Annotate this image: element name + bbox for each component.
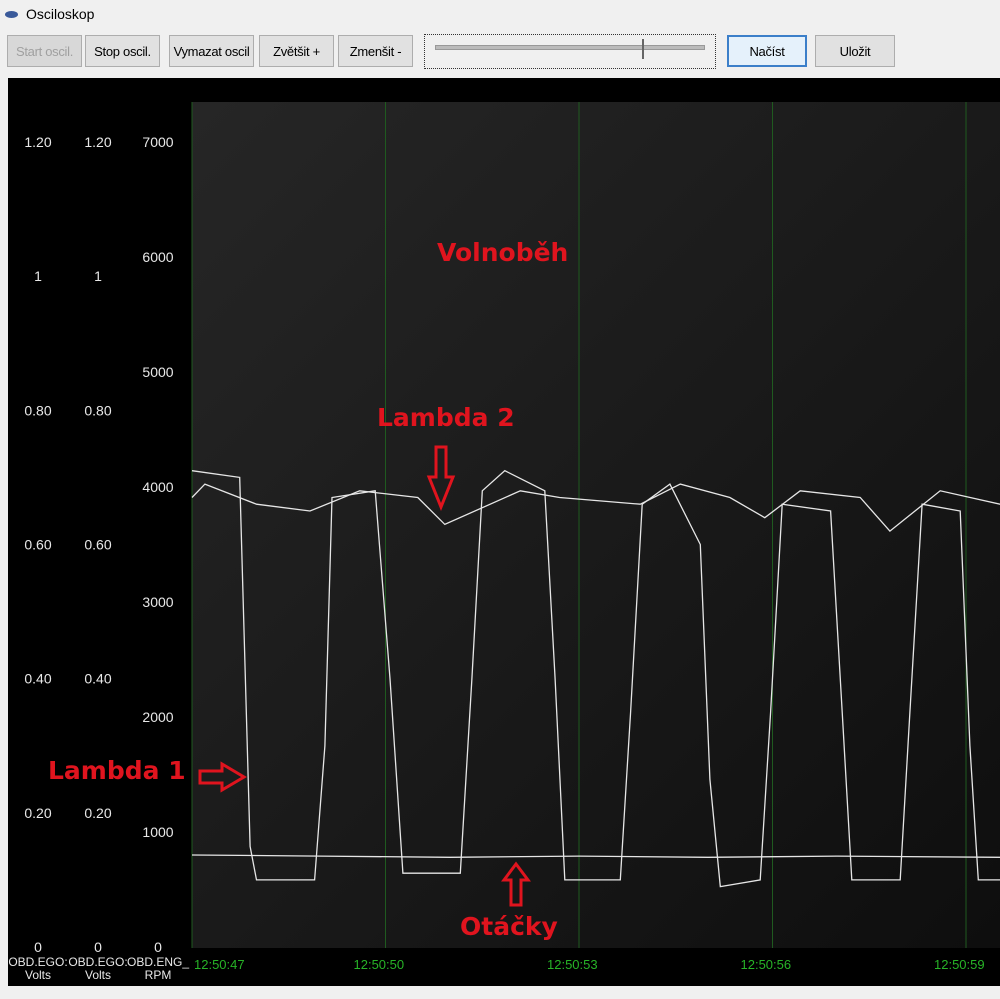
app-icon bbox=[5, 11, 18, 18]
volt-tick-label: 0.20 bbox=[24, 805, 51, 821]
time-tick-label: 12:50:59 bbox=[934, 957, 985, 972]
rpm-tick-label: 6000 bbox=[142, 249, 173, 265]
rpm-tick-label: 7000 bbox=[142, 134, 173, 150]
time-tick-label: 12:50:56 bbox=[741, 957, 792, 972]
axis-label: OBD.EGO: bbox=[68, 955, 127, 969]
plot-area bbox=[192, 102, 1000, 948]
save-button[interactable]: Uložit bbox=[815, 35, 895, 67]
time-tick-label: 12:50:50 bbox=[354, 957, 405, 972]
annotation-lambda1: Lambda 1 bbox=[48, 756, 186, 785]
annotation-rpm: Otáčky bbox=[460, 912, 558, 941]
volt-tick-label: 0.20 bbox=[84, 805, 111, 821]
volt-tick-label: 0 bbox=[34, 939, 42, 955]
zoom-slider[interactable] bbox=[424, 34, 716, 69]
volt-tick-label: 0.60 bbox=[24, 537, 51, 553]
time-tick-label: 12:50:47 bbox=[194, 957, 245, 972]
rpm-tick-label: 4000 bbox=[142, 479, 173, 495]
zoom-in-button[interactable]: Zvětšit + bbox=[259, 35, 334, 67]
rpm-tick-label: 2000 bbox=[142, 709, 173, 725]
oscilloscope-display: 12:50:47 12:50:50 12:50:53 12:50:56 12:50:59… bbox=[8, 78, 1000, 986]
zoom-out-button[interactable]: Zmenšit - bbox=[338, 35, 413, 67]
load-button[interactable]: Načíst bbox=[727, 35, 807, 67]
lambda2-trace bbox=[191, 483, 1000, 532]
annotation-idle: Volnoběh bbox=[437, 238, 569, 267]
stop-oscil-button[interactable]: Stop oscil. bbox=[85, 35, 160, 67]
axis-unit-label: RPM bbox=[145, 968, 172, 982]
axis-label: OBD.EGO: bbox=[8, 955, 67, 969]
rpm-tick-label: 5000 bbox=[142, 364, 173, 380]
volt-tick-label: 1 bbox=[34, 268, 42, 284]
volt-tick-label: 0 bbox=[94, 939, 102, 955]
slider-track bbox=[435, 45, 705, 50]
rpm-trace bbox=[191, 854, 1000, 858]
volt-tick-label: 0.40 bbox=[24, 671, 51, 687]
volt-tick-label: 0.60 bbox=[84, 537, 111, 553]
annotation-lambda2: Lambda 2 bbox=[377, 403, 515, 432]
lambda1-trace bbox=[191, 469, 1000, 888]
axis-label: OBD.ENG_ bbox=[127, 955, 189, 969]
axis-unit-label: Volts bbox=[85, 968, 111, 982]
start-oscil-button[interactable]: Start oscil. bbox=[7, 35, 82, 67]
volt-tick-label: 1 bbox=[94, 268, 102, 284]
axis-unit-label: Volts bbox=[25, 968, 51, 982]
rpm-tick-label: 1000 bbox=[142, 824, 173, 840]
clear-oscil-button[interactable]: Vymazat oscil bbox=[169, 35, 254, 67]
slider-thumb[interactable] bbox=[641, 39, 644, 59]
rpm-tick-label: 0 bbox=[154, 939, 162, 955]
volt-tick-label: 1.20 bbox=[84, 134, 111, 150]
volt-tick-label: 0.80 bbox=[24, 402, 51, 418]
volt-tick-label: 0.40 bbox=[84, 671, 111, 687]
volt-tick-label: 1.20 bbox=[24, 134, 51, 150]
volt-tick-label: 0.80 bbox=[84, 402, 111, 418]
window-title: Osciloskop bbox=[26, 6, 95, 22]
oscilloscope-chart: 12:50:47 12:50:50 12:50:53 12:50:56 12:50:59… bbox=[8, 102, 1000, 982]
time-tick-label: 12:50:53 bbox=[547, 957, 598, 972]
rpm-tick-label: 3000 bbox=[142, 594, 173, 610]
